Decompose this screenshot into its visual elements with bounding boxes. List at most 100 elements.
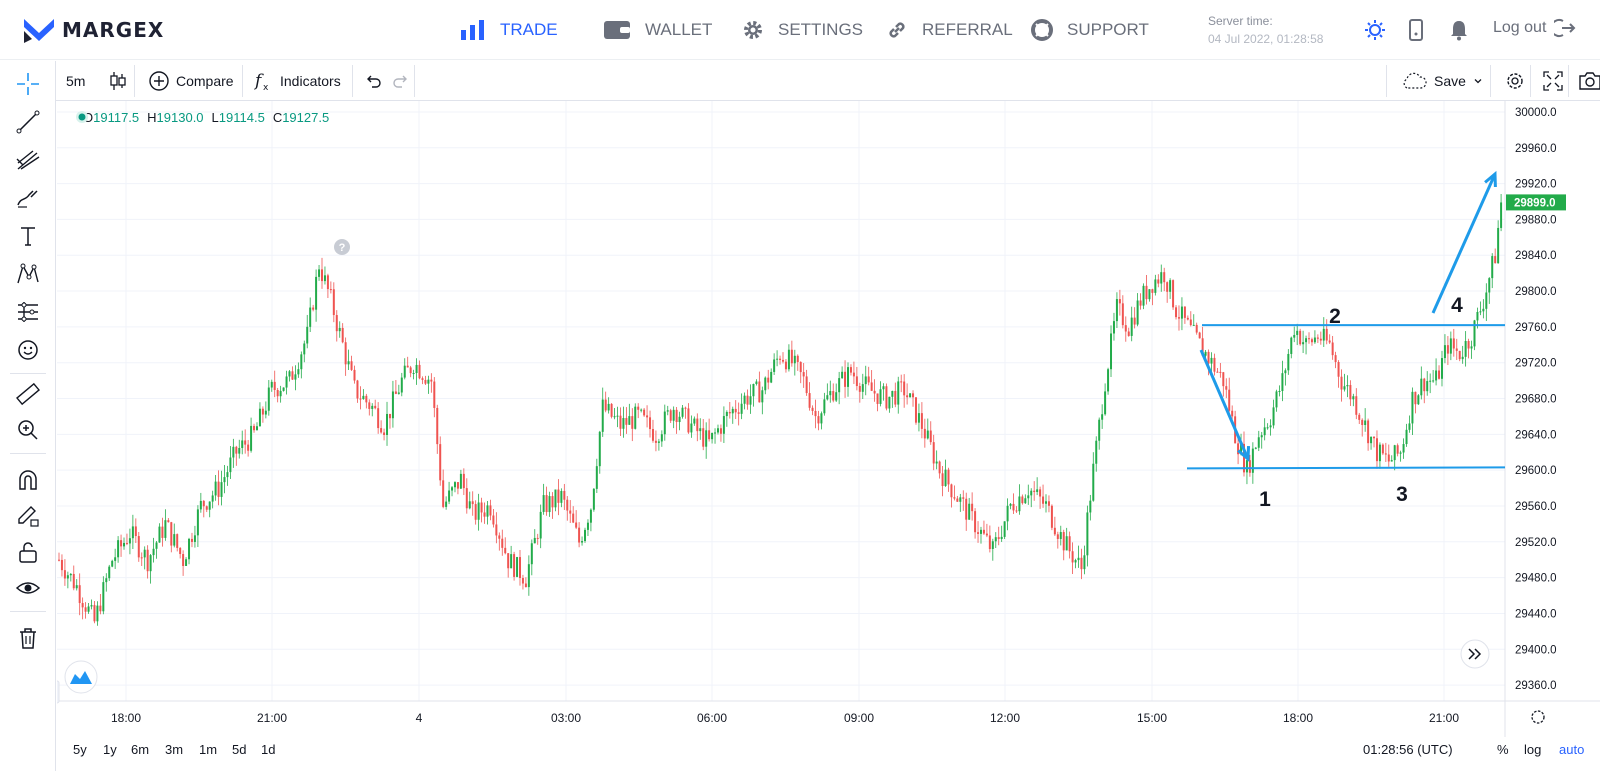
measure-tool[interactable] [13, 297, 43, 327]
candle-body [646, 415, 649, 418]
visibility-tool[interactable] [13, 573, 43, 603]
logout-button[interactable]: Log out [1493, 18, 1576, 38]
candle-body [802, 372, 805, 377]
candle-body [158, 526, 161, 543]
candle-body [409, 367, 412, 374]
candle-body [917, 413, 920, 423]
auto-toggle[interactable]: auto [1559, 742, 1585, 757]
delete-drawings-tool[interactable] [13, 623, 43, 653]
candle-body [167, 520, 170, 523]
nav-support[interactable]: SUPPORT [1031, 16, 1149, 44]
undo-button[interactable] [354, 61, 392, 100]
candle-body [1195, 324, 1198, 333]
compare-button[interactable]: Compare [138, 61, 244, 100]
axis-settings-icon[interactable] [1531, 710, 1545, 724]
candle-body [1228, 389, 1231, 411]
nav-referral-label: REFERRAL [922, 20, 1013, 39]
interval-button[interactable]: 5m [56, 61, 95, 100]
candle-body [1405, 429, 1408, 445]
trend-line-icon [16, 110, 40, 134]
candle-body [1358, 414, 1361, 420]
ruler-tool[interactable] [13, 379, 43, 409]
fib-tool[interactable] [13, 145, 43, 175]
candle-body [445, 501, 448, 507]
candle-body [421, 378, 424, 380]
candle-body [926, 430, 929, 439]
trend-line-tool[interactable] [13, 107, 43, 137]
pattern-icon [17, 263, 39, 284]
bottom-bar: 5y 1y 6m 3m 1m 5d 1d 01:28:56 (UTC) % lo… [57, 737, 1600, 771]
brush-tool[interactable] [13, 183, 43, 213]
screenshot-button[interactable] [1568, 61, 1600, 100]
mobile-app-button[interactable] [1403, 17, 1429, 43]
log-toggle[interactable]: log [1524, 742, 1542, 757]
range-6m[interactable]: 6m [131, 742, 150, 757]
nav-trade[interactable]: TRADE [460, 16, 558, 44]
zoom-tool[interactable] [13, 415, 43, 445]
percent-toggle[interactable]: % [1497, 742, 1509, 757]
nav-settings[interactable]: SETTINGS [742, 16, 863, 44]
tool-divider [10, 373, 46, 374]
chart-canvas[interactable]: 30000.0 29960.0 29920.0 29880.0 29840.0 29800… [57, 101, 1600, 737]
chart-settings-button[interactable] [1494, 61, 1536, 100]
text-tool[interactable] [13, 221, 43, 251]
candle-body [1110, 333, 1113, 370]
candle-body [306, 326, 309, 344]
candle-body [1308, 338, 1311, 340]
candle-body [897, 381, 900, 405]
candle-body [968, 503, 971, 520]
range-1m[interactable]: 1m [199, 742, 218, 757]
range-3m[interactable]: 3m [165, 742, 184, 757]
candle-body [312, 307, 315, 310]
fullscreen-button[interactable] [1532, 61, 1574, 100]
candle-body [1313, 337, 1316, 343]
collapse-handle[interactable] [57, 680, 60, 704]
candle-body [681, 407, 684, 417]
lock-drawings-tool[interactable] [13, 501, 43, 531]
candle-body [858, 386, 861, 392]
candle-body [350, 361, 353, 370]
notifications-button[interactable] [1446, 17, 1472, 43]
nav-wallet[interactable]: WALLET [603, 16, 712, 44]
candle-body [920, 413, 923, 429]
candle-body [743, 395, 746, 404]
event-marker[interactable] [334, 239, 350, 255]
candle-body [208, 501, 211, 510]
candle-body [424, 379, 427, 384]
range-5y[interactable]: 5y [73, 742, 87, 757]
utc-clock[interactable]: 01:28:56 (UTC) [1363, 742, 1453, 757]
price-tick-label: 29800.0 [1515, 286, 1557, 298]
candle-body [353, 369, 356, 381]
annotation-label: 3 [1396, 483, 1408, 506]
candle-body [205, 506, 208, 510]
candle-body [1452, 338, 1455, 349]
margex-logo[interactable]: MARGEX [22, 14, 164, 46]
emoji-tool[interactable] [13, 335, 43, 365]
nav-referral[interactable]: REFERRAL [886, 16, 1013, 44]
annotation-label: 4 [1451, 294, 1463, 317]
magnet-tool[interactable] [13, 465, 43, 495]
support-line[interactable] [1186, 466, 1506, 470]
candle-body [1207, 351, 1210, 364]
candle-body [1071, 551, 1074, 563]
theme-toggle[interactable] [1362, 17, 1388, 43]
chart-type-button[interactable] [98, 61, 138, 100]
candle-body [332, 289, 335, 316]
pattern-tool[interactable] [13, 259, 43, 289]
down-arrow[interactable] [1199, 349, 1250, 460]
range-5d[interactable]: 5d [232, 742, 247, 757]
price-chart[interactable]: 30000.0 29960.0 29920.0 29880.0 29840.0 29800… [57, 101, 1600, 771]
unlock-icon [19, 542, 37, 563]
candle-body [1337, 362, 1340, 377]
unlock-tool[interactable] [13, 537, 43, 567]
up-arrow[interactable] [1431, 173, 1497, 314]
tradingview-logo[interactable] [64, 660, 98, 694]
save-button[interactable]: Save [1390, 61, 1494, 100]
candle-body [87, 606, 90, 612]
crosshair-tool[interactable] [13, 69, 43, 99]
range-1y[interactable]: 1y [103, 742, 117, 757]
redo-button[interactable] [382, 61, 420, 100]
range-1d[interactable]: 1d [261, 742, 276, 757]
